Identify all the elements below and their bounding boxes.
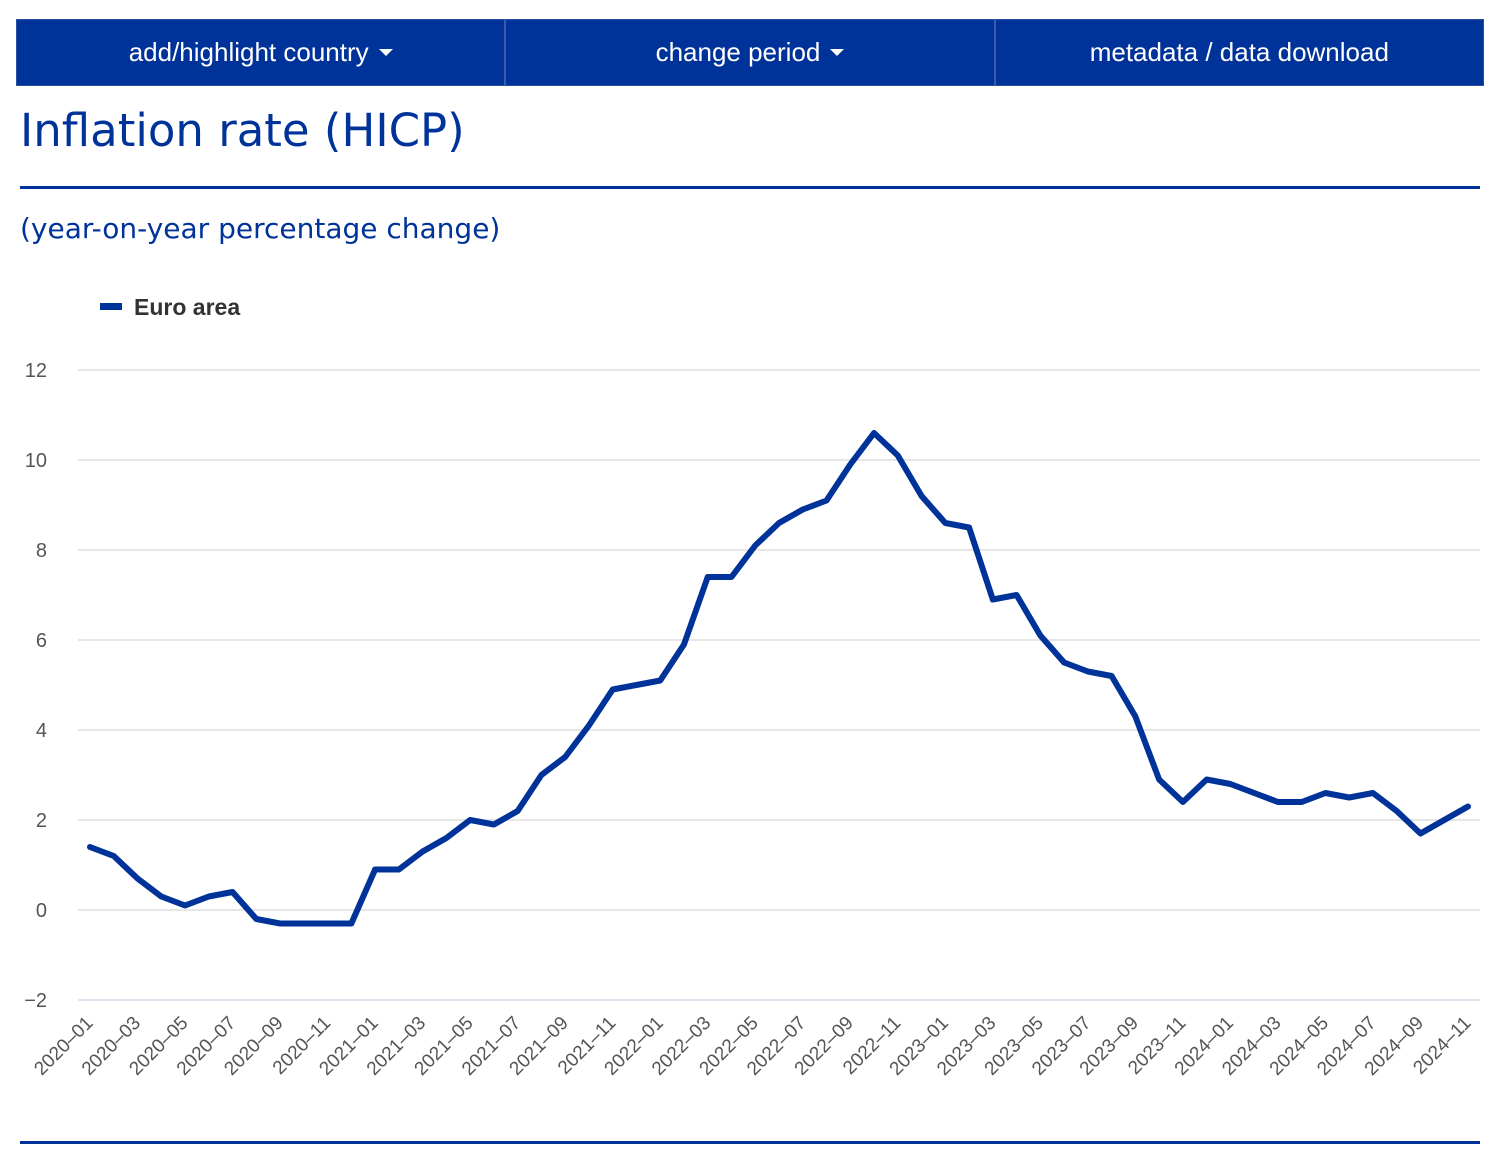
top-nav: add/highlight country change period meta… [16, 19, 1484, 86]
line-chart: −20246810122020–012020–032020–052020–072… [24, 294, 1480, 1080]
y-tick-label: 12 [25, 360, 47, 382]
metadata-label: metadata / data download [1089, 37, 1389, 67]
add-highlight-country-button[interactable]: add/highlight country [17, 20, 507, 85]
subtitle: (year-on-year percentage change) [20, 212, 501, 245]
bottom-divider [20, 1141, 1480, 1144]
page-title: Inflation rate (HICP) [20, 104, 465, 157]
metadata-download-button[interactable]: metadata / data download [996, 20, 1483, 85]
y-tick-label: 8 [36, 540, 47, 562]
legend-swatch [100, 303, 122, 310]
add-country-label: add/highlight country [128, 37, 369, 67]
caret-down-icon [378, 49, 393, 56]
y-tick-label: 0 [36, 900, 47, 922]
title-divider [20, 186, 1480, 189]
change-period-button[interactable]: change period [506, 20, 996, 85]
legend-label-euro-area: Euro area [134, 294, 240, 320]
change-period-label: change period [655, 37, 821, 67]
y-tick-label: 6 [36, 630, 47, 652]
y-tick-label: 10 [25, 450, 47, 472]
series-line-euro-area [87, 430, 1471, 927]
y-tick-label: −2 [24, 990, 47, 1012]
y-tick-label: 2 [36, 810, 47, 832]
y-tick-label: 4 [36, 720, 47, 742]
caret-down-icon [830, 49, 845, 56]
